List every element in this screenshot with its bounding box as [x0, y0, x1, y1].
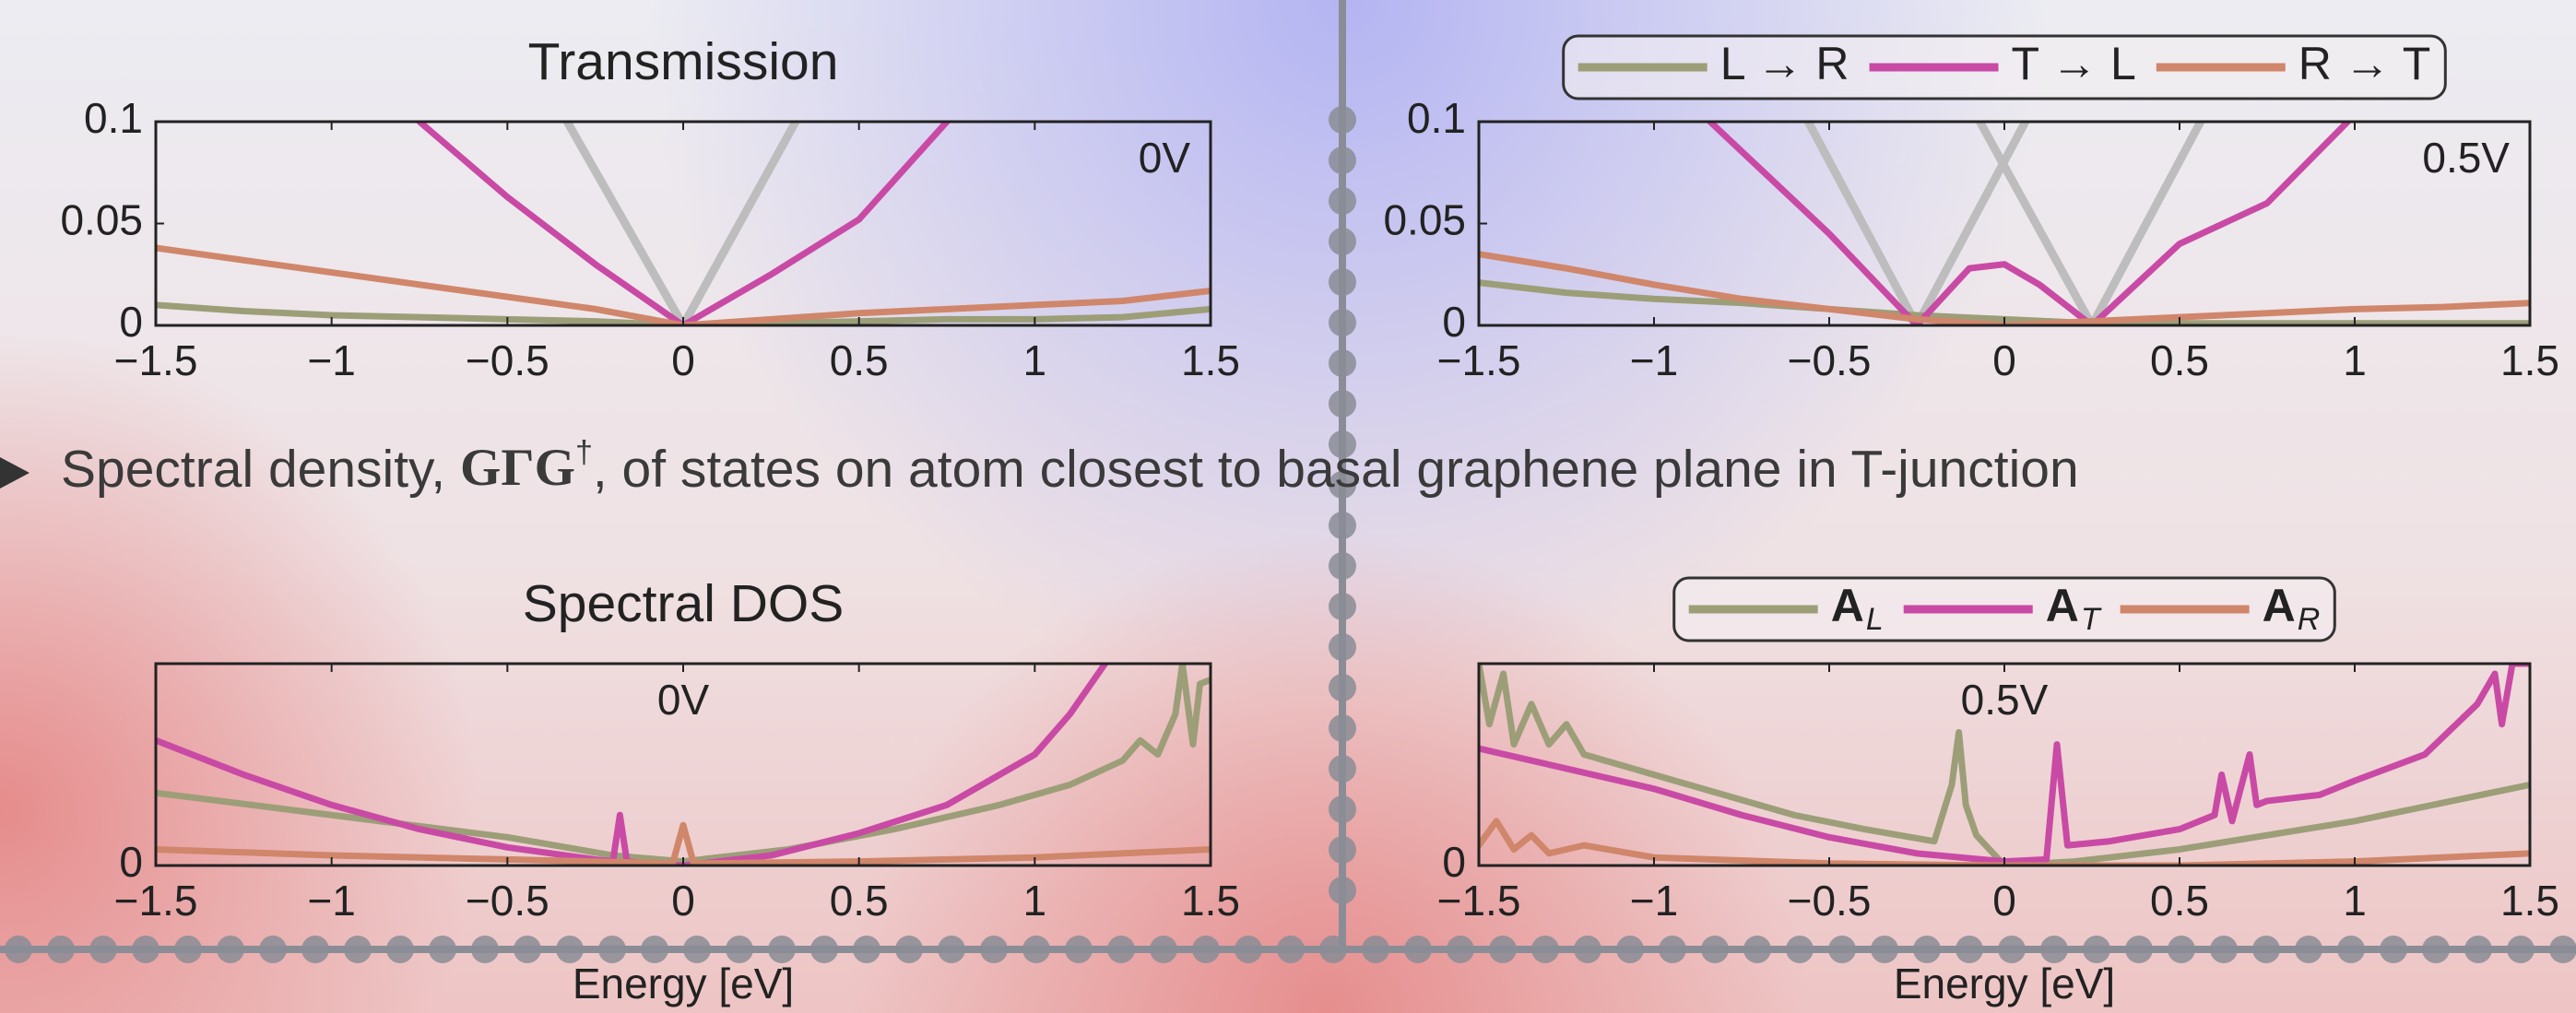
x-tick-label: 0 [1992, 336, 2016, 384]
x-tick-label: 1.5 [2500, 336, 2559, 384]
y-tick-label: 0.1 [84, 94, 143, 142]
x-tick-label: 0.5 [2150, 336, 2209, 384]
x-tick-label: −0.5 [466, 336, 549, 384]
x-tick-label: −1 [307, 336, 355, 384]
legend-subscript: T [2081, 602, 2102, 637]
x-tick-label: 0.5 [830, 877, 889, 925]
x-tick-label: 0.5 [2150, 877, 2209, 925]
x-tick-label: 0 [671, 877, 695, 925]
legend-label: L → R [1720, 38, 1849, 89]
x-tick-label: 1 [2343, 336, 2367, 384]
legend-label: A [2046, 580, 2079, 631]
y-tick-label: 0.05 [1383, 196, 1466, 244]
bullet-sup: † [575, 435, 593, 470]
y-tick-label: 0 [1442, 298, 1466, 346]
bullet-part: , of states on atom closest to basal gra… [593, 440, 2079, 499]
x-tick-label: −0.5 [1788, 877, 1872, 925]
slide: Spectral density, GΓG†, of states on ato… [0, 0, 2576, 1013]
y-tick-label: 0 [119, 838, 143, 886]
legend-label: T → L [2012, 38, 2136, 89]
annotation: 0V [657, 676, 710, 724]
bullet-text: Spectral density, GΓG†, of states on ato… [61, 435, 2079, 499]
legend-subscript: R [2298, 602, 2321, 637]
legend-label: A [1831, 580, 1864, 631]
x-tick-label: −1 [307, 877, 355, 925]
x-tick-label: −1 [1630, 877, 1678, 925]
chart-title: Spectral DOS [523, 574, 844, 633]
legend-subscript: L [1866, 602, 1884, 637]
legend: L → R T → L R → T [1564, 36, 2446, 99]
x-tick-label: 1 [2343, 877, 2367, 925]
x-axis-label: Energy [eV] [1894, 960, 2115, 1007]
legend-label: A [2263, 580, 2296, 631]
x-axis-label: Energy [eV] [573, 960, 794, 1007]
legend-label: R → T [2298, 38, 2431, 89]
bullet-part: Spectral density, [61, 440, 460, 499]
y-tick-label: 0.1 [1407, 94, 1466, 142]
x-tick-label: 0.5 [830, 336, 889, 384]
background-glow [0, 0, 2576, 1013]
x-tick-label: 1 [1023, 877, 1047, 925]
x-tick-label: 1.5 [1181, 336, 1240, 384]
x-tick-label: −1 [1630, 336, 1678, 384]
y-tick-label: 0 [1442, 838, 1466, 886]
x-tick-label: 1 [1023, 336, 1047, 384]
x-tick-label: −0.5 [466, 877, 549, 925]
page: Spectral density, GΓG†, of states on ato… [0, 0, 2576, 1013]
annotation: 0.5V [1961, 676, 2049, 724]
annotation: 0.5V [2422, 134, 2510, 182]
x-tick-label: 0 [671, 336, 695, 384]
annotation: 0V [1139, 134, 1191, 182]
y-tick-label: 0 [119, 298, 143, 346]
x-tick-label: 1.5 [1181, 877, 1240, 925]
x-tick-label: 1.5 [2500, 877, 2559, 925]
chart-title: Transmission [528, 32, 839, 91]
x-tick-label: −0.5 [1788, 336, 1872, 384]
bullet-math: GΓG [460, 439, 575, 497]
x-tick-label: 0 [1992, 877, 2016, 925]
y-tick-label: 0.05 [60, 196, 143, 244]
